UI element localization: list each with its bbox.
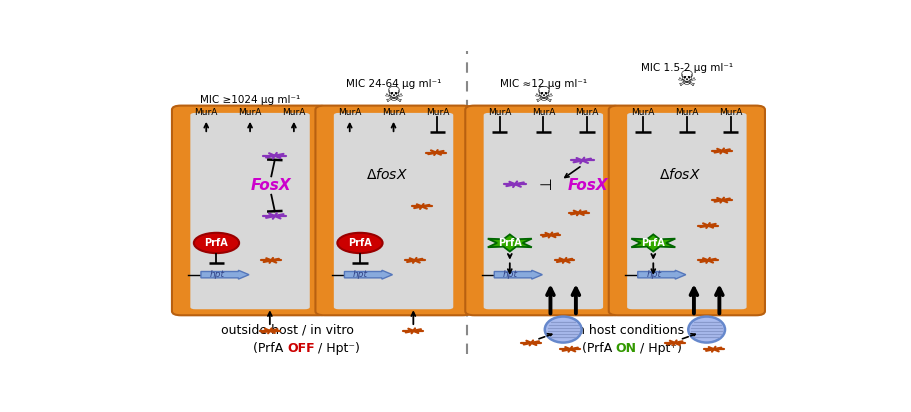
Text: MurA: MurA	[531, 108, 555, 117]
Text: MIC 24-64 μg ml⁻¹: MIC 24-64 μg ml⁻¹	[345, 79, 441, 89]
Text: ON: ON	[615, 342, 636, 355]
Text: ☠: ☠	[384, 86, 403, 106]
Circle shape	[194, 233, 239, 253]
Text: MurA: MurA	[382, 108, 404, 117]
FancyBboxPatch shape	[483, 113, 602, 309]
Text: hpt: hpt	[646, 270, 660, 279]
Text: hpt: hpt	[210, 270, 224, 279]
Text: MurA: MurA	[238, 108, 261, 117]
FancyArrow shape	[344, 270, 392, 279]
Text: MurA: MurA	[281, 108, 305, 117]
Ellipse shape	[544, 316, 581, 342]
Text: OFF: OFF	[287, 342, 314, 355]
Text: MurA: MurA	[338, 108, 361, 117]
Text: ☠: ☠	[533, 86, 553, 106]
Text: PrfA: PrfA	[497, 238, 521, 248]
Text: ⊣: ⊣	[538, 178, 551, 193]
FancyBboxPatch shape	[627, 113, 746, 309]
Text: hpt: hpt	[353, 270, 367, 279]
Text: MurA: MurA	[425, 108, 448, 117]
Text: hpt: hpt	[502, 270, 517, 279]
Text: PrfA: PrfA	[348, 238, 372, 248]
FancyBboxPatch shape	[609, 105, 764, 315]
FancyBboxPatch shape	[190, 113, 310, 309]
Text: MurA: MurA	[575, 108, 599, 117]
Text: MurA: MurA	[674, 108, 698, 117]
Text: ☠: ☠	[676, 70, 696, 90]
Text: (PrfA: (PrfA	[581, 342, 615, 355]
Text: MurA: MurA	[487, 108, 511, 117]
FancyArrow shape	[200, 270, 249, 279]
Text: PrfA: PrfA	[640, 238, 664, 248]
Ellipse shape	[688, 316, 724, 342]
Text: $\Delta$fosX: $\Delta$fosX	[658, 167, 700, 182]
Text: PrfA: PrfA	[204, 238, 228, 248]
Text: within host conditions: within host conditions	[547, 324, 683, 337]
Text: MurA: MurA	[194, 108, 218, 117]
Text: FosX: FosX	[568, 178, 608, 193]
FancyArrow shape	[637, 270, 685, 279]
Text: MIC 1.5-2 μg ml⁻¹: MIC 1.5-2 μg ml⁻¹	[640, 63, 732, 73]
Text: MIC ≥1024 μg ml⁻¹: MIC ≥1024 μg ml⁻¹	[200, 95, 300, 105]
Text: $\Delta$fosX: $\Delta$fosX	[365, 167, 407, 182]
Polygon shape	[487, 234, 531, 251]
Text: / Hpt⁺): / Hpt⁺)	[635, 342, 681, 355]
FancyArrow shape	[494, 270, 542, 279]
Text: MurA: MurA	[630, 108, 654, 117]
Text: (PrfA: (PrfA	[252, 342, 287, 355]
Circle shape	[337, 233, 383, 253]
Text: outside host / in vitro: outside host / in vitro	[220, 324, 353, 337]
FancyBboxPatch shape	[333, 113, 453, 309]
Text: MurA: MurA	[718, 108, 742, 117]
Polygon shape	[630, 234, 674, 251]
Text: FosX: FosX	[251, 178, 292, 193]
Text: MIC ≈12 μg ml⁻¹: MIC ≈12 μg ml⁻¹	[499, 79, 587, 89]
FancyBboxPatch shape	[172, 105, 328, 315]
FancyBboxPatch shape	[465, 105, 620, 315]
FancyBboxPatch shape	[315, 105, 471, 315]
Text: / Hpt⁻): / Hpt⁻)	[313, 342, 360, 355]
